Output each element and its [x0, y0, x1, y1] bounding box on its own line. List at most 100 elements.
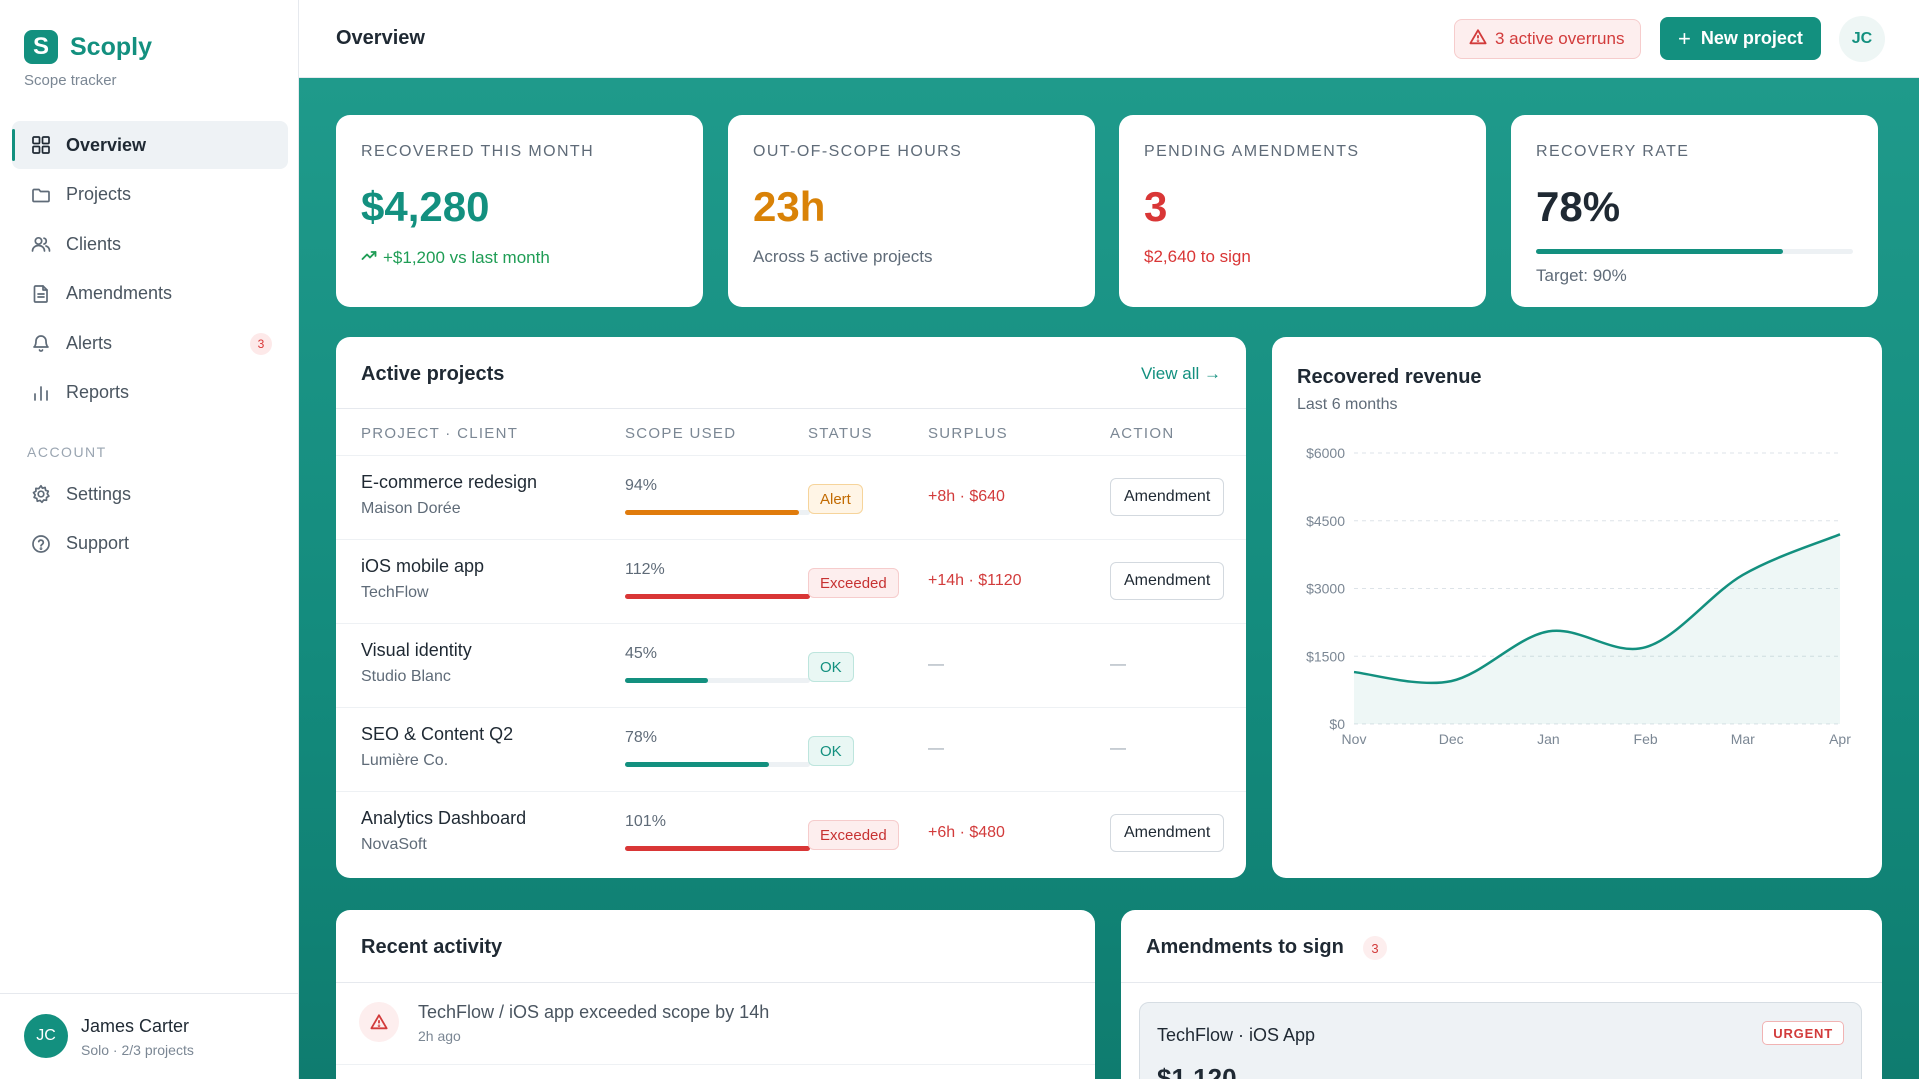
- stat-card-pending-amendments: PENDING AMENDMENTS 3 $2,640 to sign: [1119, 115, 1486, 307]
- sidebar-item-overview[interactable]: Overview: [12, 121, 288, 169]
- x-tick-label: Jan: [1537, 731, 1560, 747]
- brand-tagline: Scope tracker: [24, 72, 117, 89]
- avatar[interactable]: JC: [1839, 16, 1885, 62]
- amendments-to-sign-card: Amendments to sign 3 TechFlow · iOS App …: [1121, 910, 1882, 1079]
- divider: [1121, 982, 1882, 983]
- recent-activity-card: Recent activity TechFlow / iOS app excee…: [336, 910, 1095, 1079]
- scope-bar: [625, 762, 810, 767]
- sidebar-item-alerts[interactable]: Alerts 3: [12, 319, 288, 367]
- status-badge: Exceeded: [808, 820, 899, 850]
- folder-icon: [30, 184, 52, 206]
- column-header: PROJECT · CLIENT: [361, 425, 519, 442]
- recovered-revenue-card: Recovered revenue Last 6 months $0 $1500 $…: [1272, 337, 1882, 878]
- status-badge: Exceeded: [808, 568, 899, 598]
- stat-value: 3: [1144, 183, 1168, 230]
- client-name: Maison Dorée: [361, 500, 461, 517]
- status-badge: OK: [808, 652, 854, 682]
- client-name: TechFlow: [361, 584, 429, 601]
- y-tick-label: $1500: [1306, 648, 1345, 664]
- page-title: Overview: [336, 27, 425, 49]
- surplus-value: —: [928, 656, 944, 673]
- warning-icon: [1469, 28, 1487, 51]
- surplus-value: +8h · $640: [928, 488, 1005, 505]
- divider: [336, 982, 1095, 983]
- amendment-button[interactable]: Amendment: [1110, 562, 1225, 600]
- sidebar-item-support[interactable]: Support: [12, 520, 288, 568]
- column-header: ACTION: [1110, 425, 1175, 442]
- card-title: Recent activity: [361, 936, 503, 958]
- stat-sub: Target: 90%: [1536, 266, 1627, 285]
- sidebar: S Scoply Scope tracker Overview Projects…: [0, 0, 299, 1079]
- project-name: SEO & Content Q2: [361, 724, 514, 744]
- project-name: Analytics Dashboard: [361, 808, 527, 828]
- stat-label: OUT-OF-SCOPE HOURS: [753, 143, 963, 160]
- trend-up-icon: [361, 247, 377, 268]
- table-row[interactable]: Visual identity Studio Blanc 45% OK — —: [336, 623, 1246, 707]
- sidebar-item-projects[interactable]: Projects: [12, 171, 288, 219]
- sidebar-item-settings[interactable]: Settings: [12, 470, 288, 518]
- project-name: E-commerce redesign: [361, 472, 538, 492]
- scope-bar: [625, 510, 810, 515]
- sidebar-item-amendments[interactable]: Amendments: [12, 270, 288, 318]
- bar-chart-icon: [30, 382, 52, 404]
- scope-bar: [625, 594, 810, 599]
- table-row[interactable]: iOS mobile app TechFlow 112% Exceeded +1…: [336, 539, 1246, 623]
- sidebar-item-label: Projects: [66, 184, 132, 204]
- stat-value: 78%: [1536, 183, 1621, 230]
- brand[interactable]: S Scoply: [24, 30, 152, 64]
- sidebar-item-label: Clients: [66, 233, 122, 254]
- table-row[interactable]: E-commerce redesign Maison Dorée 94% Ale…: [336, 455, 1246, 539]
- card-title: Amendments to sign: [1146, 936, 1344, 958]
- scope-percent: 94%: [625, 477, 658, 494]
- scope-bar: [625, 846, 810, 851]
- bell-icon: [30, 332, 52, 354]
- help-circle-icon: [30, 533, 52, 555]
- alerts-count-badge: 3: [250, 333, 272, 355]
- project-name: iOS mobile app: [361, 556, 485, 576]
- amendment-button[interactable]: Amendment: [1110, 814, 1225, 852]
- series-area: [1354, 534, 1840, 724]
- new-project-label: New project: [1700, 28, 1803, 48]
- x-tick-label: Dec: [1439, 731, 1464, 747]
- surplus-value: +14h · $1120: [928, 572, 1022, 589]
- table-row[interactable]: SEO & Content Q2 Lumière Co. 78% OK — —: [336, 707, 1246, 791]
- brand-name: Scoply: [70, 32, 152, 61]
- x-tick-label: Apr: [1829, 731, 1851, 747]
- document-icon: [30, 283, 52, 305]
- no-action: —: [1110, 656, 1126, 673]
- sidebar-item-label: Alerts: [66, 332, 113, 353]
- stat-label: RECOVERY RATE: [1536, 143, 1690, 160]
- amendments-count-badge: 3: [1363, 936, 1387, 960]
- card-title: Recovered revenue: [1297, 366, 1482, 388]
- y-tick-label: $4500: [1306, 513, 1345, 529]
- scope-bar-fill: [625, 510, 799, 515]
- brand-logo: S: [24, 30, 58, 64]
- avatar: JC: [24, 1014, 68, 1058]
- scope-bar-fill: [625, 762, 770, 767]
- amendment-item[interactable]: TechFlow · iOS App URGENT $1,120: [1139, 1002, 1862, 1079]
- user-profile[interactable]: JC James Carter Solo · 2/3 projects: [0, 993, 299, 1079]
- scope-bar-fill: [625, 846, 810, 851]
- sidebar-item-reports[interactable]: Reports: [12, 369, 288, 417]
- scope-percent: 78%: [625, 729, 658, 746]
- user-name: James Carter: [81, 1016, 190, 1036]
- active-projects-card: Active projects View all → PROJECT · CLI…: [336, 337, 1246, 878]
- activity-text[interactable]: TechFlow / iOS app exceeded scope by 14h: [418, 1002, 770, 1022]
- grid-icon: [30, 134, 52, 156]
- amendment-button[interactable]: Amendment: [1110, 478, 1225, 516]
- table-row[interactable]: Analytics Dashboard NovaSoft 101% Exceed…: [336, 791, 1246, 875]
- account-section-label: ACCOUNT: [27, 444, 107, 460]
- view-all-link[interactable]: View all →: [1141, 364, 1221, 383]
- y-tick-label: $6000: [1306, 445, 1345, 461]
- column-header: SCOPE USED: [625, 425, 737, 442]
- client-name: Lumière Co.: [361, 752, 449, 769]
- table-header: PROJECT · CLIENT SCOPE USED STATUS SURPL…: [336, 408, 1246, 455]
- sidebar-item-label: Reports: [66, 382, 130, 402]
- sidebar-item-label: Overview: [66, 134, 147, 155]
- no-action: —: [1110, 740, 1126, 757]
- active-overruns-button[interactable]: 3 active overruns: [1454, 19, 1642, 59]
- sidebar-item-clients[interactable]: Clients: [12, 220, 288, 268]
- x-tick-label: Nov: [1342, 731, 1367, 747]
- new-project-button[interactable]: + New project: [1660, 17, 1821, 60]
- stat-value: 23h: [753, 183, 826, 230]
